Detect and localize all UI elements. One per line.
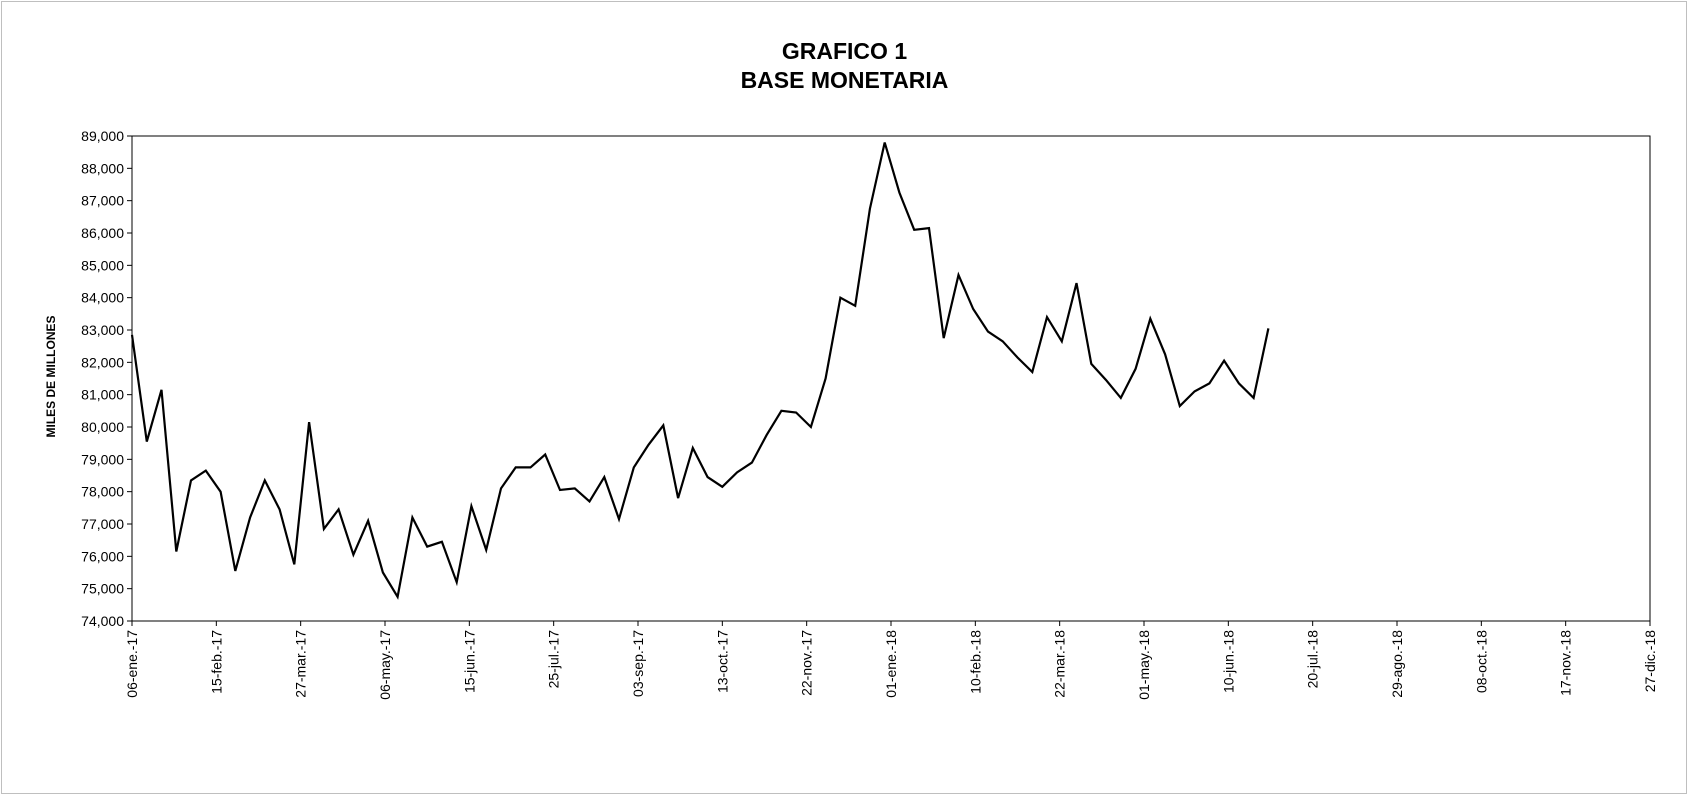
chart-title: GRAFICO 1 [781,38,908,64]
x-tick-label: 03-sep.-17 [630,630,646,697]
y-tick-label: 74,000 [81,613,124,629]
y-tick-label: 82,000 [81,354,124,370]
y-tick-label: 88,000 [81,160,124,176]
x-tick-label: 27-dic.-18 [1642,630,1658,692]
x-tick-label: 22-nov.-17 [799,630,815,696]
x-tick-label: 01-ene.-18 [883,630,899,698]
x-tick-label: 17-nov.-18 [1558,630,1574,696]
x-tick-label: 20-jul.-18 [1305,630,1321,689]
x-tick-label: 25-jul.-17 [546,630,562,689]
chart-subtitle: BASE MONETARIA [740,67,949,93]
y-tick-label: 84,000 [81,290,124,306]
x-tick-label: 15-feb.-17 [208,630,224,694]
x-tick-label: 29-ago.-18 [1389,630,1405,698]
y-axis-label: MILES DE MILLONES [44,315,58,437]
y-tick-label: 85,000 [81,257,124,273]
x-tick-label: 06-ene.-17 [124,630,140,698]
x-tick-label: 08-oct.-18 [1473,630,1489,693]
y-tick-label: 78,000 [81,484,124,500]
y-tick-label: 86,000 [81,225,124,241]
x-tick-label: 10-feb.-18 [967,630,983,694]
y-tick-label: 89,000 [81,128,124,144]
x-tick-label: 15-jun.-17 [461,630,477,693]
x-tick-label: 27-mar.-17 [293,630,309,698]
x-tick-label: 22-mar.-18 [1052,630,1068,698]
y-tick-label: 77,000 [81,516,124,532]
x-axis: 06-ene.-17 15-feb.-17 27-mar.-17 06-may.-17… [124,621,1658,700]
series-line [130,142,1270,600]
y-tick-label: 76,000 [81,548,124,564]
y-axis: 74,000 75,000 76,000 77,000 78,000 79,000 80,0… [81,128,132,629]
y-tick-label: 80,000 [81,419,124,435]
x-tick-label: 01-may.-18 [1136,630,1152,700]
y-tick-label: 79,000 [81,451,124,467]
y-tick-label: 75,000 [81,581,124,597]
x-tick-label: 13-oct.-17 [714,630,730,693]
x-tick-label: 10-jun.-18 [1220,630,1236,693]
y-tick-label: 87,000 [81,193,124,209]
y-tick-label: 81,000 [81,387,124,403]
plot-area [131,135,1651,622]
y-tick-label: 83,000 [81,322,124,338]
x-tick-label: 06-may.-17 [377,630,393,700]
